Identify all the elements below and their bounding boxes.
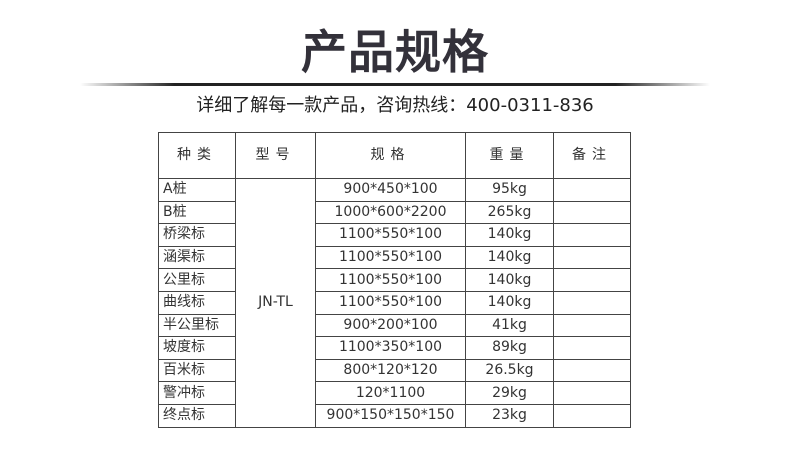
cell-note	[553, 358, 631, 383]
header-weight: 重量	[465, 132, 554, 179]
table-row: 公里标 1100*550*100 140kg	[158, 268, 631, 292]
cell-model: JN-TL	[235, 178, 316, 428]
cell-note	[553, 245, 631, 270]
cell-spec: 1100*350*100	[315, 336, 466, 360]
page-title: 产品规格	[301, 25, 489, 79]
subtitle-hotline: 详细了解每一款产品，咨询热线：400-0311-836	[196, 95, 594, 116]
table-row: 百米标 800*120*120 26.5kg	[158, 358, 631, 383]
cell-weight: 140kg	[465, 223, 554, 247]
cell-type: 半公里标	[158, 313, 236, 338]
table-row: 涵渠标 1100*550*100 140kg	[158, 245, 631, 270]
table-row: A桩 JN-TL 900*450*100 95kg	[158, 178, 631, 428]
header-model: 型号	[235, 132, 316, 179]
table-row: 桥梁标 1100*550*100 140kg	[158, 223, 631, 247]
table-header-row: 种类 型号 规格 重量 备注	[158, 132, 631, 179]
cell-weight: 89kg	[465, 336, 554, 360]
cell-type: 百米标	[158, 358, 236, 383]
cell-type: 终点标	[158, 403, 236, 428]
cell-spec: 900*450*100	[315, 178, 466, 202]
table-row: 坡度标 1100*350*100 89kg	[158, 336, 631, 360]
cell-note	[553, 200, 631, 225]
table-row: 终点标 900*150*150*150 23kg	[158, 403, 631, 428]
cell-weight: 29kg	[465, 381, 554, 405]
cell-weight: 95kg	[465, 178, 554, 202]
cell-spec: 1100*550*100	[315, 290, 466, 315]
cell-note	[553, 381, 631, 405]
header-spec: 规格	[315, 132, 466, 179]
table-row: 曲线标 1100*550*100 140kg	[158, 290, 631, 315]
cell-spec: 1100*550*100	[315, 268, 466, 292]
cell-weight: 140kg	[465, 290, 554, 315]
cell-note	[553, 290, 631, 315]
cell-weight: 23kg	[465, 403, 554, 428]
cell-note	[553, 178, 631, 202]
cell-note	[553, 403, 631, 428]
cell-spec: 900*200*100	[315, 313, 466, 338]
header-type: 种类	[158, 132, 236, 179]
cell-spec: 1100*550*100	[315, 245, 466, 270]
cell-type: 公里标	[158, 268, 236, 292]
cell-weight: 26.5kg	[465, 358, 554, 383]
table-row: 警冲标 120*1100 29kg	[158, 381, 631, 405]
table-row: B桩 1000*600*2200 265kg	[158, 200, 631, 225]
cell-note	[553, 268, 631, 292]
cell-weight: 140kg	[465, 245, 554, 270]
cell-type: 警冲标	[158, 381, 236, 405]
cell-note	[553, 336, 631, 360]
cell-type: A桩	[158, 178, 236, 202]
cell-spec: 800*120*120	[315, 358, 466, 383]
cell-weight: 265kg	[465, 200, 554, 225]
cell-spec: 1100*550*100	[315, 223, 466, 247]
table-row: 半公里标 900*200*100 41kg	[158, 313, 631, 338]
cell-type: 桥梁标	[158, 223, 236, 247]
title-divider	[80, 83, 710, 86]
cell-type: 曲线标	[158, 290, 236, 315]
cell-weight: 41kg	[465, 313, 554, 338]
header-note: 备注	[553, 132, 631, 179]
cell-spec: 120*1100	[315, 381, 466, 405]
cell-note	[553, 223, 631, 247]
spec-table: 种类 型号 规格 重量 备注 A桩 JN-TL 900*450*100 95kg B桩 1…	[158, 132, 631, 428]
cell-weight: 140kg	[465, 268, 554, 292]
cell-type: 涵渠标	[158, 245, 236, 270]
cell-spec: 1000*600*2200	[315, 200, 466, 225]
cell-note	[553, 313, 631, 338]
cell-type: 坡度标	[158, 336, 236, 360]
cell-spec: 900*150*150*150	[315, 403, 466, 428]
cell-type: B桩	[158, 200, 236, 225]
